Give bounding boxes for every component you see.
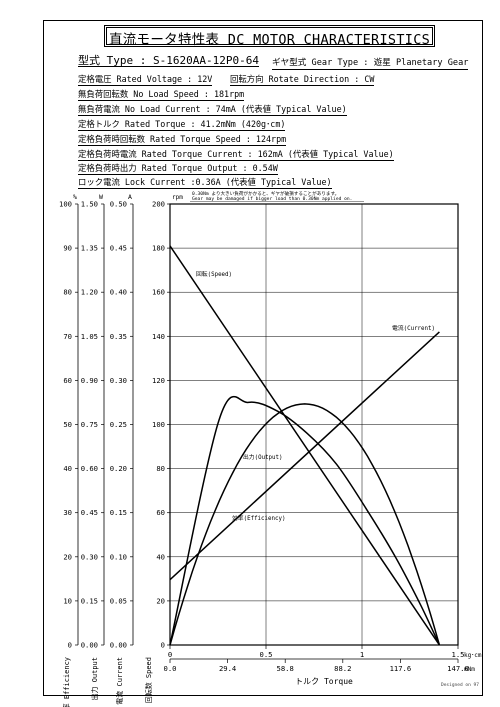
no-load-current: 無負荷電流 No Load Current : 74mA (代表値 Typica… <box>78 104 347 116</box>
x-mnm-tick-label: 147.0 <box>447 664 469 673</box>
output-tick-label: 1.20 <box>81 288 98 297</box>
series-output-label: 出力(Output) <box>243 453 283 461</box>
speed-tick-label: 40 <box>156 552 165 561</box>
speed-tick-label: 80 <box>156 464 165 473</box>
current-tick-label: 0.15 <box>110 508 127 517</box>
current-tick-label: 0.20 <box>110 464 127 473</box>
speed-tick-label: 60 <box>156 508 165 517</box>
efficiency-tick-label: 40 <box>63 464 72 473</box>
output-unit-symbol: W <box>99 193 103 201</box>
lock-current: ロック電流 Lock Current :0.36A (代表値 Typical V… <box>78 177 332 189</box>
gear-type: ギヤ型式 Gear Type : 遊星 Planetary Gear <box>272 58 469 70</box>
warning-en: Gear may be damaged if bigger load than … <box>192 196 352 202</box>
speed-tick-label: 140 <box>152 332 165 341</box>
current-tick-label: 0.35 <box>110 332 127 341</box>
title-box: 直流モータ特性表 DC MOTOR CHARACTERISTICS <box>104 25 435 48</box>
series-speed-line <box>169 245 441 646</box>
output-tick-label: 0.15 <box>81 596 98 605</box>
current-tick-label: 0.50 <box>110 200 127 209</box>
rated-torque-current: 定格負荷時電流 Rated Torque Current : 162mA (代表… <box>78 149 394 161</box>
output-tick-label: 0.60 <box>81 464 98 473</box>
series-efficiency-line <box>169 395 441 646</box>
current-tick-label: 0.25 <box>110 420 127 429</box>
current-unit-symbol: A <box>128 193 132 201</box>
speed-axis-label: 回転数 Speed <box>144 657 153 703</box>
no-load-speed: 無負荷回転数 No Load Speed : 181rpm <box>78 89 245 101</box>
efficiency-tick-label: 70 <box>63 332 72 341</box>
efficiency-tick-label: 80 <box>63 288 72 297</box>
efficiency-tick-label: 90 <box>63 244 72 253</box>
output-tick-label: 0.75 <box>81 420 98 429</box>
current-tick-label: 0.00 <box>110 641 127 650</box>
current-tick-label: 0.45 <box>110 244 127 253</box>
series-efficiency-label: 効率(Efficiency) <box>232 514 285 522</box>
series-output-line <box>169 403 441 646</box>
series-speed-label: 回転(Speed) <box>196 271 232 278</box>
x-mnm-tick-label: 88.2 <box>334 664 351 673</box>
type-line: 型式 Type : S-1620AA-12P0-64 <box>78 54 259 67</box>
speed-tick-label: 120 <box>152 376 165 385</box>
x-kgcm-tick-label: 1 <box>360 650 364 659</box>
rated-torque-speed: 定格負荷時回転数 Rated Torque Speed : 124rpm <box>78 134 287 146</box>
efficiency-tick-label: 60 <box>63 376 72 385</box>
x-mnm-tick-label: 0.0 <box>164 664 177 673</box>
series-current-label: 電流(Current) <box>392 324 435 332</box>
efficiency-tick-label: 0 <box>68 641 72 650</box>
efficiency-tick-label: 20 <box>63 552 72 561</box>
speed-tick-label: 20 <box>156 596 165 605</box>
output-tick-label: 0.00 <box>81 641 98 650</box>
speed-tick-label: 100 <box>152 420 165 429</box>
x-axis-label: トルク Torque <box>295 677 353 686</box>
speed-tick-label: 0 <box>161 641 165 650</box>
output-axis-label: 出力 Output <box>90 657 99 701</box>
speed-tick-label: 160 <box>152 288 165 297</box>
output-tick-label: 0.30 <box>81 552 98 561</box>
spec-sheet-border <box>43 20 483 696</box>
efficiency-tick-label: 50 <box>63 420 72 429</box>
x-kgcm-tick-label: 1.5 <box>452 650 465 659</box>
x-mnm-tick-label: 117.6 <box>390 664 412 673</box>
output-tick-label: 1.50 <box>81 200 98 209</box>
x-mnm-unit: mNm <box>464 666 475 673</box>
current-tick-label: 0.40 <box>110 288 127 297</box>
warning-jp: 0.30Nm より大きい負荷がかかると、ギヤが破損することがあります。 <box>192 190 339 197</box>
rated-voltage: 定格電圧 Rated Voltage : 12V <box>78 74 213 86</box>
designed-note: Designed on 97 <box>441 683 479 688</box>
x-kgcm-tick-label: 0.5 <box>260 650 273 659</box>
speed-tick-label: 200 <box>152 200 165 209</box>
efficiency-axis-label: 効率 Efficiency <box>62 657 71 707</box>
output-tick-label: 1.35 <box>81 244 98 253</box>
speed-unit: rpm <box>172 194 183 201</box>
current-axis-label: 電流 Current <box>115 657 124 705</box>
efficiency-unit-symbol: % <box>73 193 77 201</box>
efficiency-tick-label: 100 <box>59 200 72 209</box>
series-current-line <box>169 331 440 581</box>
output-tick-label: 0.45 <box>81 508 98 517</box>
efficiency-tick-label: 30 <box>63 508 72 517</box>
current-tick-label: 0.10 <box>110 552 127 561</box>
rotate-direction: 回転方向 Rotate Direction : CW <box>230 74 375 86</box>
rated-torque: 定格トルク Rated Torque : 41.2mNm (420g･cm) <box>78 119 286 131</box>
efficiency-tick-label: 10 <box>63 596 72 605</box>
rated-torque-output: 定格負荷時出力 Rated Torque Output : 0.54W <box>78 163 278 175</box>
x-kgcm-unit: kg･cm <box>464 652 482 659</box>
output-tick-label: 1.05 <box>81 332 98 341</box>
current-tick-label: 0.05 <box>110 596 127 605</box>
x-kgcm-tick-label: 0 <box>168 650 172 659</box>
speed-tick-label: 180 <box>152 244 165 253</box>
output-tick-label: 0.90 <box>81 376 98 385</box>
x-mnm-tick-label: 58.8 <box>277 664 294 673</box>
x-mnm-tick-label: 29.4 <box>219 664 236 673</box>
current-tick-label: 0.30 <box>110 376 127 385</box>
